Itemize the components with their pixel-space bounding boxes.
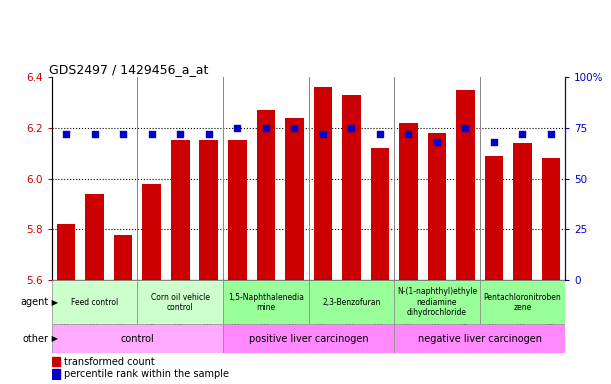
Point bbox=[90, 131, 100, 137]
Bar bbox=[199, 141, 218, 280]
Bar bbox=[223, 280, 309, 324]
Text: other: other bbox=[23, 334, 49, 344]
Text: positive liver carcinogen: positive liver carcinogen bbox=[249, 334, 368, 344]
Text: ▶: ▶ bbox=[49, 298, 58, 307]
Point bbox=[204, 131, 214, 137]
Bar bbox=[52, 369, 60, 379]
Bar bbox=[285, 118, 304, 280]
Text: control: control bbox=[120, 334, 155, 344]
Point bbox=[546, 131, 556, 137]
Text: 2,3-Benzofuran: 2,3-Benzofuran bbox=[322, 298, 381, 307]
Point bbox=[375, 131, 385, 137]
Bar bbox=[394, 280, 480, 324]
Bar bbox=[513, 143, 532, 280]
Text: Corn oil vehicle
control: Corn oil vehicle control bbox=[151, 293, 210, 312]
Text: Feed control: Feed control bbox=[71, 298, 119, 307]
Point bbox=[489, 139, 499, 145]
Bar bbox=[313, 87, 332, 280]
Text: transformed count: transformed count bbox=[64, 357, 155, 367]
Bar bbox=[370, 148, 389, 280]
Bar bbox=[114, 235, 133, 280]
Bar bbox=[485, 156, 503, 280]
Point bbox=[432, 139, 442, 145]
Bar bbox=[52, 324, 223, 353]
Point bbox=[290, 124, 299, 131]
Bar bbox=[257, 110, 275, 280]
Point bbox=[119, 131, 128, 137]
Point bbox=[518, 131, 527, 137]
Text: ▶: ▶ bbox=[49, 334, 58, 343]
Bar bbox=[223, 324, 394, 353]
Point bbox=[403, 131, 413, 137]
Bar bbox=[342, 94, 360, 280]
Point bbox=[232, 124, 242, 131]
Point bbox=[318, 131, 327, 137]
Bar bbox=[456, 89, 475, 280]
Bar bbox=[171, 141, 189, 280]
Point bbox=[175, 131, 185, 137]
Point bbox=[261, 124, 271, 131]
Bar bbox=[228, 141, 247, 280]
Text: N-(1-naphthyl)ethyle
nediamine
dihydrochloride: N-(1-naphthyl)ethyle nediamine dihydroch… bbox=[397, 288, 477, 317]
Bar bbox=[480, 280, 565, 324]
Bar bbox=[137, 280, 223, 324]
Text: Pentachloronitroben
zene: Pentachloronitroben zene bbox=[483, 293, 562, 312]
Bar bbox=[394, 324, 565, 353]
Text: negative liver carcinogen: negative liver carcinogen bbox=[418, 334, 541, 344]
Bar bbox=[142, 184, 161, 280]
Text: 1,5-Naphthalenedia
mine: 1,5-Naphthalenedia mine bbox=[228, 293, 304, 312]
Point bbox=[461, 124, 470, 131]
Bar bbox=[52, 280, 137, 324]
Bar bbox=[541, 158, 560, 280]
Bar bbox=[428, 133, 446, 280]
Bar bbox=[309, 280, 394, 324]
Bar bbox=[86, 194, 104, 280]
Point bbox=[147, 131, 156, 137]
Point bbox=[61, 131, 71, 137]
Text: percentile rank within the sample: percentile rank within the sample bbox=[64, 369, 229, 379]
Bar bbox=[399, 122, 418, 280]
Point bbox=[346, 124, 356, 131]
Bar bbox=[52, 357, 60, 366]
Text: agent: agent bbox=[21, 297, 49, 308]
Text: GDS2497 / 1429456_a_at: GDS2497 / 1429456_a_at bbox=[49, 63, 209, 76]
Bar bbox=[57, 224, 76, 280]
